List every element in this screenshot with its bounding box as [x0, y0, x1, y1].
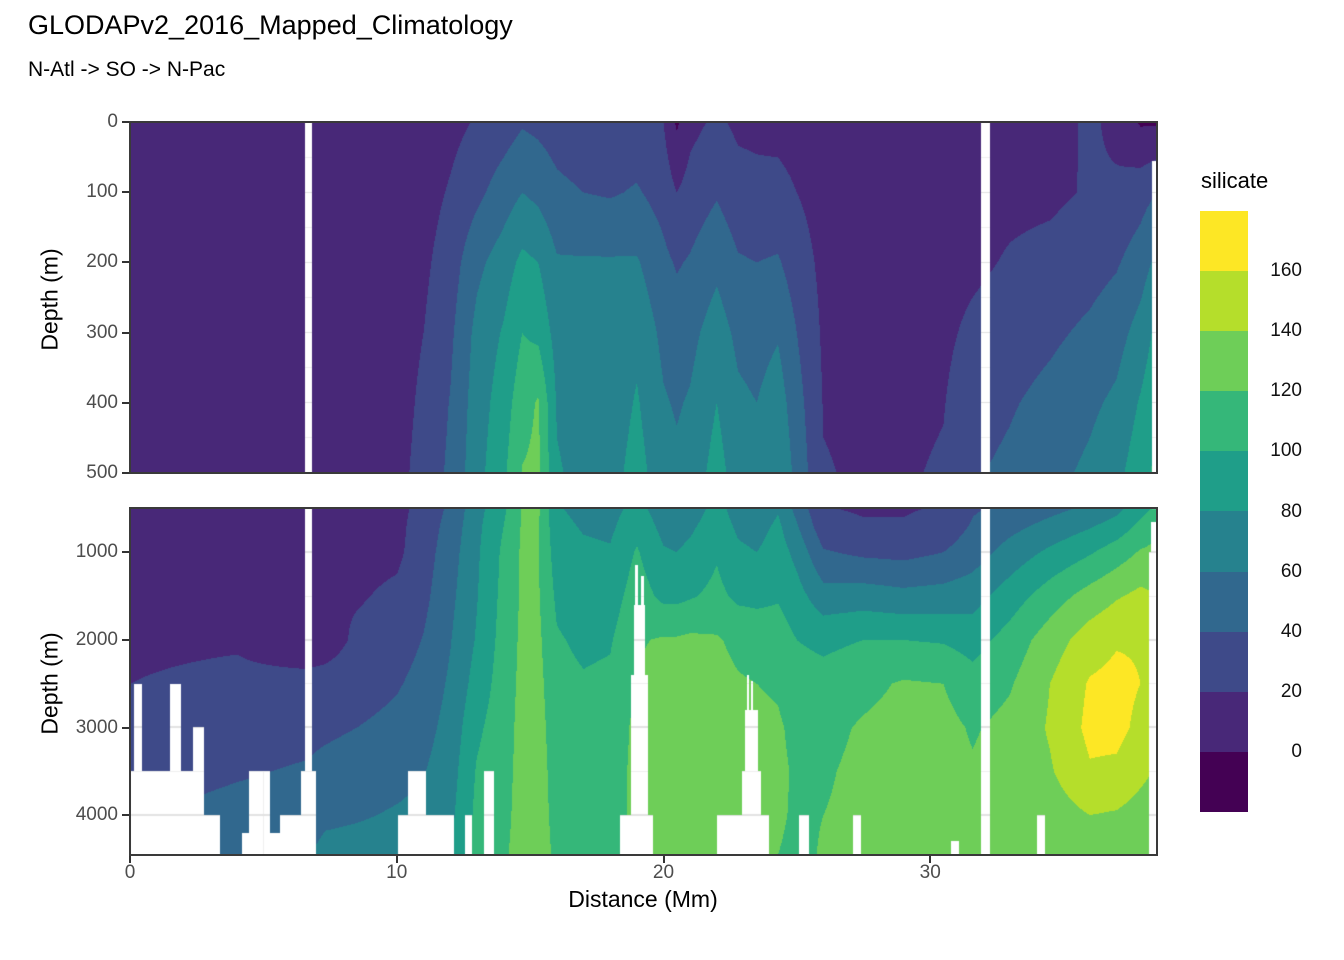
- legend-title: silicate: [1201, 168, 1269, 193]
- x-tick-label: 10: [386, 862, 408, 883]
- y-tick-mark: [122, 814, 129, 817]
- legend-color-block: [1200, 391, 1248, 452]
- y-tick-mark: [122, 550, 129, 553]
- y-tick-mark: [122, 401, 129, 404]
- legend-tick-label: 100: [1270, 440, 1302, 462]
- y-tick-label: 100: [86, 181, 118, 203]
- legend-tick-label: 160: [1270, 260, 1302, 282]
- legend-tick-label: 120: [1270, 380, 1302, 402]
- contour-panel-top: [130, 122, 1157, 473]
- legend-color-block: [1200, 211, 1248, 272]
- y-tick-mark: [122, 331, 129, 334]
- y-tick-mark: [122, 121, 129, 123]
- x-tick-mark: [929, 856, 932, 863]
- y-tick-mark: [122, 261, 129, 264]
- page-subtitle: N-Atl -> SO -> N-Pac: [28, 58, 226, 81]
- legend-color-block: [1200, 331, 1248, 392]
- x-tick-mark: [395, 856, 398, 863]
- legend-color-block: [1200, 511, 1248, 572]
- x-tick-label: 0: [124, 862, 136, 883]
- y-axis-label-top: Depth (m): [36, 248, 63, 351]
- legend-tick-label: 80: [1280, 500, 1302, 522]
- legend-tick-label: 60: [1280, 560, 1302, 582]
- x-tick-label: 20: [652, 862, 675, 883]
- y-tick-mark: [122, 638, 129, 641]
- y-tick-label: 2000: [75, 628, 118, 650]
- legend-color-block: [1200, 631, 1248, 692]
- page-title: GLODAPv2_2016_Mapped_Climatology: [28, 10, 513, 40]
- y-tick-label: 400: [86, 391, 118, 413]
- y-tick-mark: [122, 472, 129, 474]
- legend-tick-label: 0: [1291, 740, 1302, 762]
- y-tick-label: 500: [86, 462, 118, 483]
- legend-colorbar: [1200, 211, 1248, 812]
- x-tick-mark: [129, 856, 131, 863]
- x-tick-label: 30: [919, 862, 941, 883]
- legend-tick-label: 40: [1280, 620, 1302, 642]
- y-tick-label: 0: [107, 111, 118, 132]
- y-tick-label: 200: [86, 251, 118, 273]
- legend-color-block: [1200, 451, 1248, 512]
- contour-panel-bottom: [130, 508, 1157, 855]
- y-tick-mark: [122, 726, 129, 729]
- y-axis-label-bottom: Depth (m): [36, 632, 63, 735]
- y-tick-label: 3000: [75, 716, 118, 738]
- legend-color-block: [1200, 271, 1248, 332]
- x-tick-mark: [662, 856, 665, 863]
- y-tick-label: 4000: [75, 804, 118, 826]
- y-tick-label: 1000: [75, 540, 118, 562]
- legend-color-block: [1200, 691, 1248, 752]
- y-tick-label: 300: [86, 321, 118, 343]
- x-axis-label: Distance (Mm): [568, 886, 718, 912]
- y-tick-mark: [122, 191, 129, 194]
- legend-color-block: [1200, 571, 1248, 632]
- legend-tick-label: 140: [1270, 320, 1302, 342]
- legend-tick-label: 20: [1280, 680, 1302, 702]
- legend-color-block: [1200, 751, 1248, 812]
